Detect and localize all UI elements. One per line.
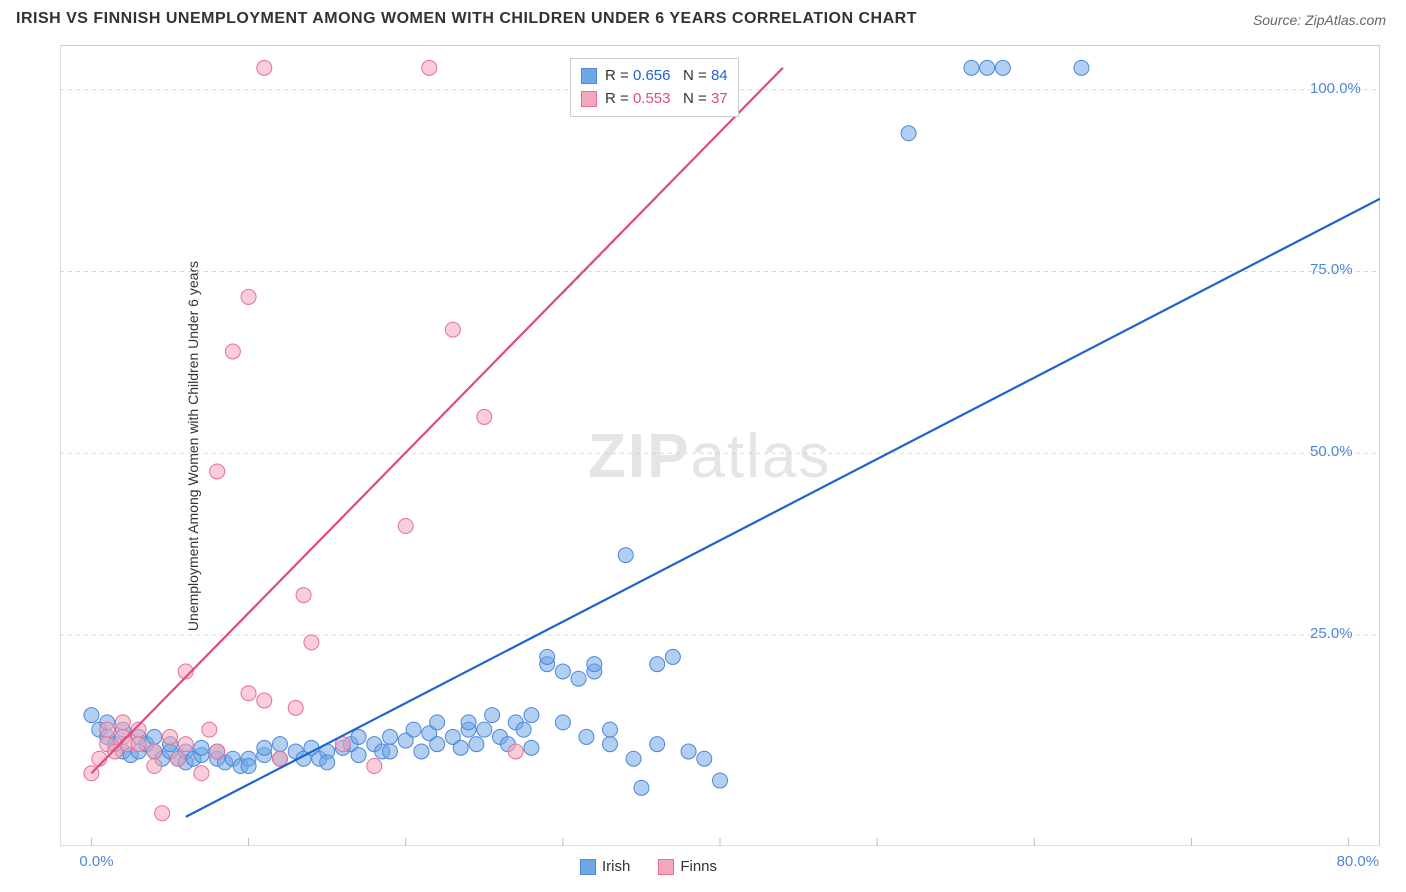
legend-stats: R = 0.656 N = 84: [605, 65, 728, 88]
series-swatch: [658, 859, 674, 875]
legend-swatch: [581, 91, 597, 107]
legend-row: R = 0.656 N = 84: [581, 65, 728, 88]
legend-stats: R = 0.553 N = 37: [605, 88, 728, 111]
source-attribution: Source: ZipAtlas.com: [1253, 12, 1386, 28]
x-tick-label: 80.0%: [1337, 853, 1380, 870]
y-tick-label: 25.0%: [1310, 625, 1353, 642]
series-legend-item: Irish: [580, 858, 630, 875]
chart-title: IRISH VS FINNISH UNEMPLOYMENT AMONG WOME…: [16, 10, 917, 28]
series-legend: Irish Finns: [580, 858, 717, 875]
y-tick-label: 50.0%: [1310, 443, 1353, 460]
series-swatch: [580, 859, 596, 875]
chart-plot-area: [60, 45, 1380, 845]
correlation-legend: R = 0.656 N = 84R = 0.553 N = 37: [570, 58, 739, 117]
legend-swatch: [581, 68, 597, 84]
x-tick-label: 0.0%: [79, 853, 113, 870]
y-tick-label: 100.0%: [1310, 80, 1361, 97]
chart-svg: [60, 46, 1380, 846]
y-tick-label: 75.0%: [1310, 261, 1353, 278]
series-legend-item: Finns: [658, 858, 717, 875]
series-name: Irish: [602, 858, 630, 875]
legend-row: R = 0.553 N = 37: [581, 88, 728, 111]
series-name: Finns: [680, 858, 717, 875]
